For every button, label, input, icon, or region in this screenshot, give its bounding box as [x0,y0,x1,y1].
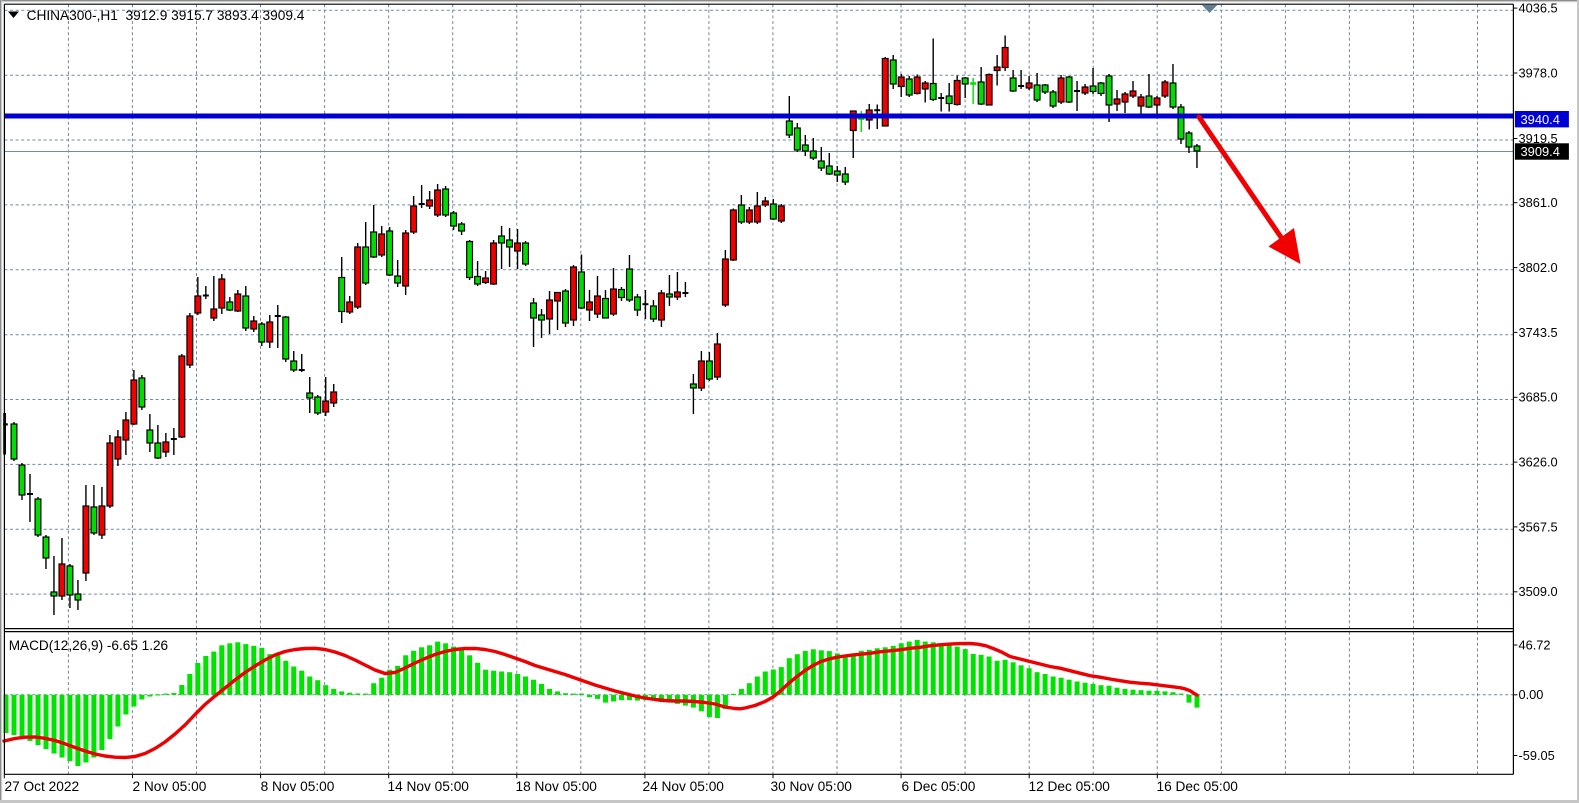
svg-text:24 Nov 05:00: 24 Nov 05:00 [643,779,725,794]
svg-text:3567.5: 3567.5 [1519,519,1558,534]
svg-text:3940.4: 3940.4 [1521,112,1560,127]
svg-text:CHINA300-,H1 3912.9 3915.7 38: CHINA300-,H1 3912.9 3915.7 3893.4 3909.4 [27,8,305,23]
svg-text:3978.0: 3978.0 [1519,65,1558,80]
svg-text:30 Nov 05:00: 30 Nov 05:00 [771,779,853,794]
svg-text:27 Oct 2022: 27 Oct 2022 [5,779,80,794]
svg-text:4036.5: 4036.5 [1519,1,1558,16]
svg-text:8 Nov 05:00: 8 Nov 05:00 [261,779,335,794]
svg-text:3509.0: 3509.0 [1519,584,1558,599]
svg-text:3802.0: 3802.0 [1519,260,1558,275]
svg-text:46.72: 46.72 [1519,637,1551,652]
svg-text:3919.5: 3919.5 [1519,131,1558,146]
svg-text:3909.4: 3909.4 [1521,144,1560,159]
svg-text:16 Dec 05:00: 16 Dec 05:00 [1157,779,1239,794]
svg-text:3861.0: 3861.0 [1519,195,1558,210]
svg-text:0.00: 0.00 [1519,687,1544,702]
svg-text:18 Nov 05:00: 18 Nov 05:00 [516,779,598,794]
svg-text:12 Dec 05:00: 12 Dec 05:00 [1029,779,1111,794]
svg-text:14 Nov 05:00: 14 Nov 05:00 [388,779,470,794]
svg-text:3626.0: 3626.0 [1519,455,1558,470]
svg-text:6 Dec 05:00: 6 Dec 05:00 [902,779,976,794]
svg-text:3685.0: 3685.0 [1519,390,1558,405]
svg-text:2 Nov 05:00: 2 Nov 05:00 [133,779,207,794]
svg-text:3743.5: 3743.5 [1519,325,1558,340]
svg-text:MACD(12,26,9) -6.65 1.26: MACD(12,26,9) -6.65 1.26 [9,638,168,653]
svg-text:-59.05: -59.05 [1519,748,1555,763]
